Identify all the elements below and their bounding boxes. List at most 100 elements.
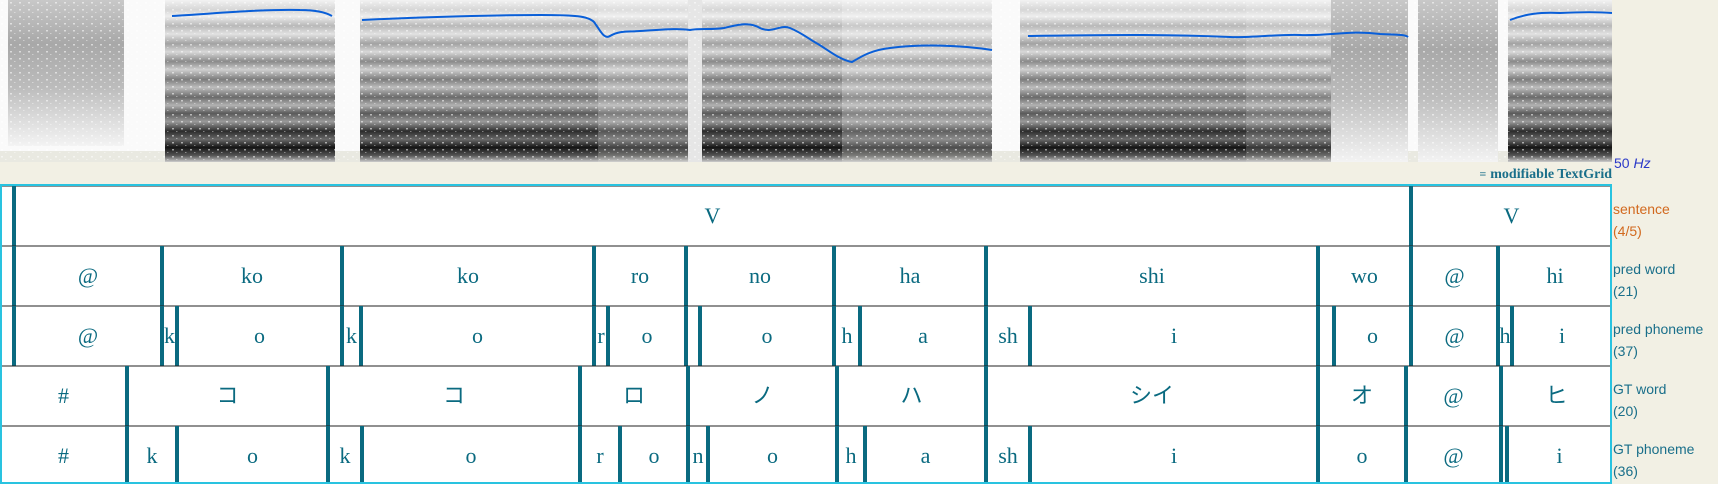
interval-boundary[interactable]: [984, 366, 988, 426]
interval-label[interactable]: shi: [1139, 263, 1165, 288]
tier-name-sentence[interactable]: sentence (4/5): [1613, 198, 1670, 242]
interval-label[interactable]: h: [842, 323, 853, 348]
tier-name-GT-phoneme[interactable]: GT phoneme (36): [1613, 438, 1694, 482]
interval-label[interactable]: #: [58, 443, 69, 468]
interval-label[interactable]: コ: [443, 383, 465, 408]
interval-label[interactable]: i: [1559, 323, 1565, 348]
interval-boundary[interactable]: [686, 366, 690, 426]
interval-boundary[interactable]: [1404, 426, 1408, 484]
interval-boundary[interactable]: [686, 426, 690, 484]
interval-boundary[interactable]: [1316, 306, 1320, 366]
spectrogram-panel[interactable]: [0, 0, 1612, 162]
interval-boundary[interactable]: [578, 426, 582, 484]
interval-boundary[interactable]: [1499, 366, 1503, 426]
interval-boundary[interactable]: [1332, 306, 1336, 366]
interval-label[interactable]: sh: [998, 323, 1018, 348]
interval-label[interactable]: @: [1443, 443, 1463, 468]
interval-label[interactable]: o: [466, 443, 477, 468]
interval-label[interactable]: ロ: [623, 383, 645, 408]
interval-label[interactable]: i: [1171, 443, 1177, 468]
interval-boundary[interactable]: [1316, 426, 1320, 484]
interval-label[interactable]: k: [340, 443, 351, 468]
interval-boundary[interactable]: [835, 426, 839, 484]
textgrid-tiers[interactable]: V V@ ko ko ro no ha shi wo @ hi@ k o k o r o o h a sh i o @ h i# コ…: [0, 184, 1612, 484]
interval-boundary[interactable]: [684, 306, 688, 366]
interval-boundary[interactable]: [1409, 246, 1413, 306]
interval-label[interactable]: ro: [631, 263, 649, 288]
interval-boundary[interactable]: [863, 426, 867, 484]
interval-boundary[interactable]: [326, 426, 330, 484]
interval-boundary[interactable]: [125, 366, 129, 426]
interval-boundary[interactable]: [1496, 246, 1500, 306]
interval-boundary[interactable]: [359, 306, 363, 366]
interval-boundary[interactable]: [858, 306, 862, 366]
interval-boundary[interactable]: [175, 426, 179, 484]
interval-label[interactable]: ha: [900, 263, 921, 288]
interval-boundary[interactable]: [592, 246, 596, 306]
interval-label[interactable]: o: [649, 443, 660, 468]
interval-label[interactable]: k: [147, 443, 158, 468]
interval-boundary[interactable]: [1028, 306, 1032, 366]
interval-boundary[interactable]: [706, 426, 710, 484]
tier-pred-word[interactable]: @ ko ko ro no ha shi wo @ hi: [0, 245, 1612, 306]
tier-name-pred-phoneme[interactable]: pred phoneme (37): [1613, 318, 1703, 362]
interval-label[interactable]: ノ: [751, 383, 773, 408]
interval-label[interactable]: n: [693, 443, 704, 468]
interval-label[interactable]: hi: [1546, 263, 1563, 288]
interval-label[interactable]: #: [58, 383, 69, 408]
interval-boundary[interactable]: [360, 426, 364, 484]
interval-label[interactable]: @: [78, 323, 98, 348]
interval-label[interactable]: ヒ: [1545, 383, 1567, 408]
interval-label[interactable]: sh: [998, 443, 1018, 468]
interval-label[interactable]: V: [1504, 203, 1520, 228]
interval-label[interactable]: o: [642, 323, 653, 348]
interval-boundary[interactable]: [832, 306, 836, 366]
interval-label[interactable]: @: [1444, 323, 1464, 348]
interval-boundary[interactable]: [1510, 306, 1514, 366]
interval-label[interactable]: i: [1556, 443, 1562, 468]
interval-boundary[interactable]: [984, 246, 988, 306]
interval-label[interactable]: h: [846, 443, 857, 468]
interval-label[interactable]: ハ: [900, 383, 922, 408]
interval-label[interactable]: o: [767, 443, 778, 468]
interval-boundary[interactable]: [835, 366, 839, 426]
tier-GT-word[interactable]: # コ コ ロ ノ ハ シイ オ @ ヒ: [0, 365, 1612, 426]
interval-boundary[interactable]: [160, 306, 164, 366]
interval-label[interactable]: k: [164, 323, 175, 348]
interval-boundary[interactable]: [1028, 426, 1032, 484]
interval-label[interactable]: o: [1357, 443, 1368, 468]
interval-label[interactable]: k: [346, 323, 357, 348]
interval-label[interactable]: シイ: [1130, 383, 1174, 408]
interval-label[interactable]: オ: [1351, 383, 1373, 408]
interval-boundary[interactable]: [1409, 186, 1413, 246]
interval-boundary[interactable]: [175, 306, 179, 366]
interval-label[interactable]: o: [254, 323, 265, 348]
interval-label[interactable]: o: [472, 323, 483, 348]
interval-label[interactable]: i: [1171, 323, 1177, 348]
interval-label[interactable]: a: [921, 443, 931, 468]
interval-label[interactable]: コ: [216, 383, 238, 408]
interval-boundary[interactable]: [1499, 426, 1503, 484]
interval-boundary[interactable]: [984, 426, 988, 484]
interval-boundary[interactable]: [1316, 246, 1320, 306]
tier-name-pred-word[interactable]: pred word (21): [1613, 258, 1675, 302]
interval-boundary[interactable]: [832, 246, 836, 306]
interval-boundary[interactable]: [684, 246, 688, 306]
interval-label[interactable]: no: [749, 263, 771, 288]
interval-boundary[interactable]: [592, 306, 596, 366]
interval-label[interactable]: a: [918, 323, 928, 348]
interval-boundary[interactable]: [618, 426, 622, 484]
interval-boundary[interactable]: [1496, 306, 1500, 366]
interval-label[interactable]: ko: [457, 263, 479, 288]
interval-label[interactable]: o: [762, 323, 773, 348]
tier-name-GT-word[interactable]: GT word (20): [1613, 378, 1666, 422]
interval-boundary[interactable]: [12, 306, 16, 366]
interval-label[interactable]: @: [78, 263, 98, 288]
interval-boundary[interactable]: [326, 366, 330, 426]
interval-boundary[interactable]: [12, 246, 16, 306]
interval-label[interactable]: @: [1443, 383, 1463, 408]
interval-boundary[interactable]: [160, 246, 164, 306]
interval-label[interactable]: V: [705, 203, 721, 228]
interval-label[interactable]: h: [1500, 323, 1511, 348]
interval-label[interactable]: o: [247, 443, 258, 468]
